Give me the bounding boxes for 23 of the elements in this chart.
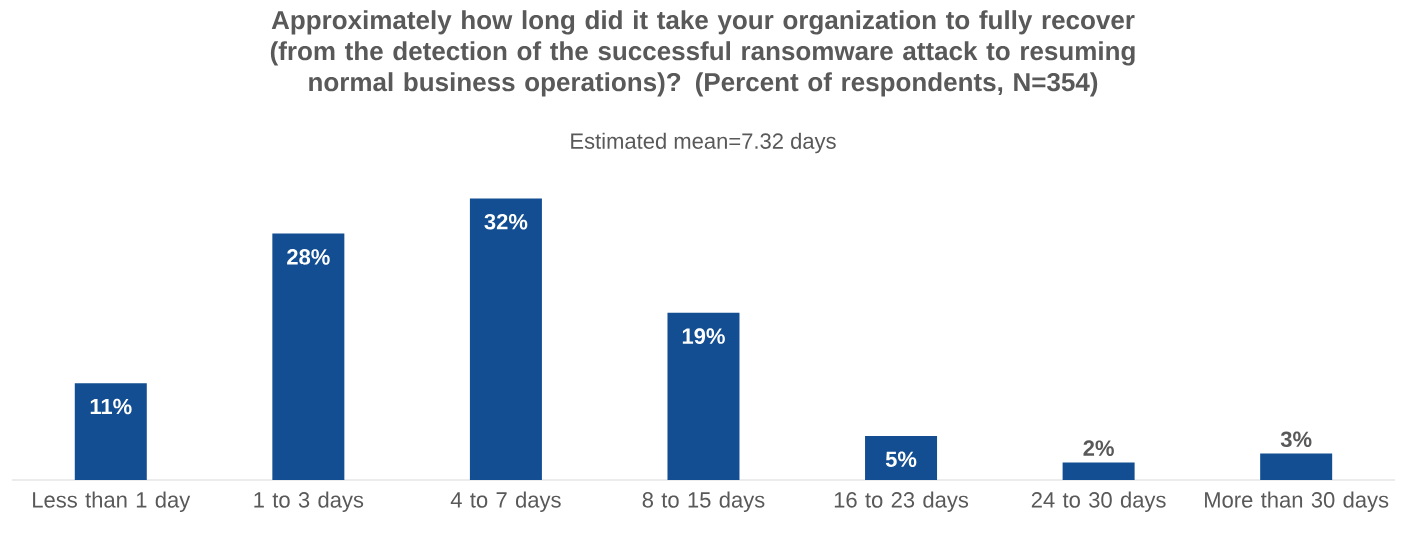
data-label: 11% xyxy=(90,398,132,415)
bar xyxy=(1260,453,1333,480)
data-label: 3% xyxy=(1280,431,1312,448)
bar xyxy=(272,233,345,480)
data-label: 5% xyxy=(885,451,917,468)
x-tick-label: More than 30 days xyxy=(1205,491,1389,513)
x-tick-label: 24 to 30 days xyxy=(1031,491,1166,513)
bar xyxy=(865,436,938,480)
bar xyxy=(469,198,542,480)
data-label: 32% xyxy=(484,213,528,230)
data-label: 28% xyxy=(287,249,330,265)
chart-title: Approximately how long did it take your organization to fully recover (from the detection of the successful ransomware attack to resuming normal business operations)? (Percent of respondents, N=354) xyxy=(270,10,1135,97)
x-tick-label: 4 to 7 days xyxy=(450,491,561,513)
x-tick-label: 8 to 15 days xyxy=(642,491,765,513)
x-tick-label: 1 to 3 days xyxy=(254,491,364,513)
x-tick-label: Less than 1 day xyxy=(33,491,191,513)
data-label: 2% xyxy=(1083,440,1114,456)
bar xyxy=(1062,462,1135,480)
x-tick-label: 16 to 23 days xyxy=(834,491,969,513)
bar xyxy=(74,383,147,480)
data-label: 19% xyxy=(682,328,725,344)
chart-subtitle: Estimated mean=7.32 days xyxy=(571,132,836,154)
bar xyxy=(667,312,740,480)
